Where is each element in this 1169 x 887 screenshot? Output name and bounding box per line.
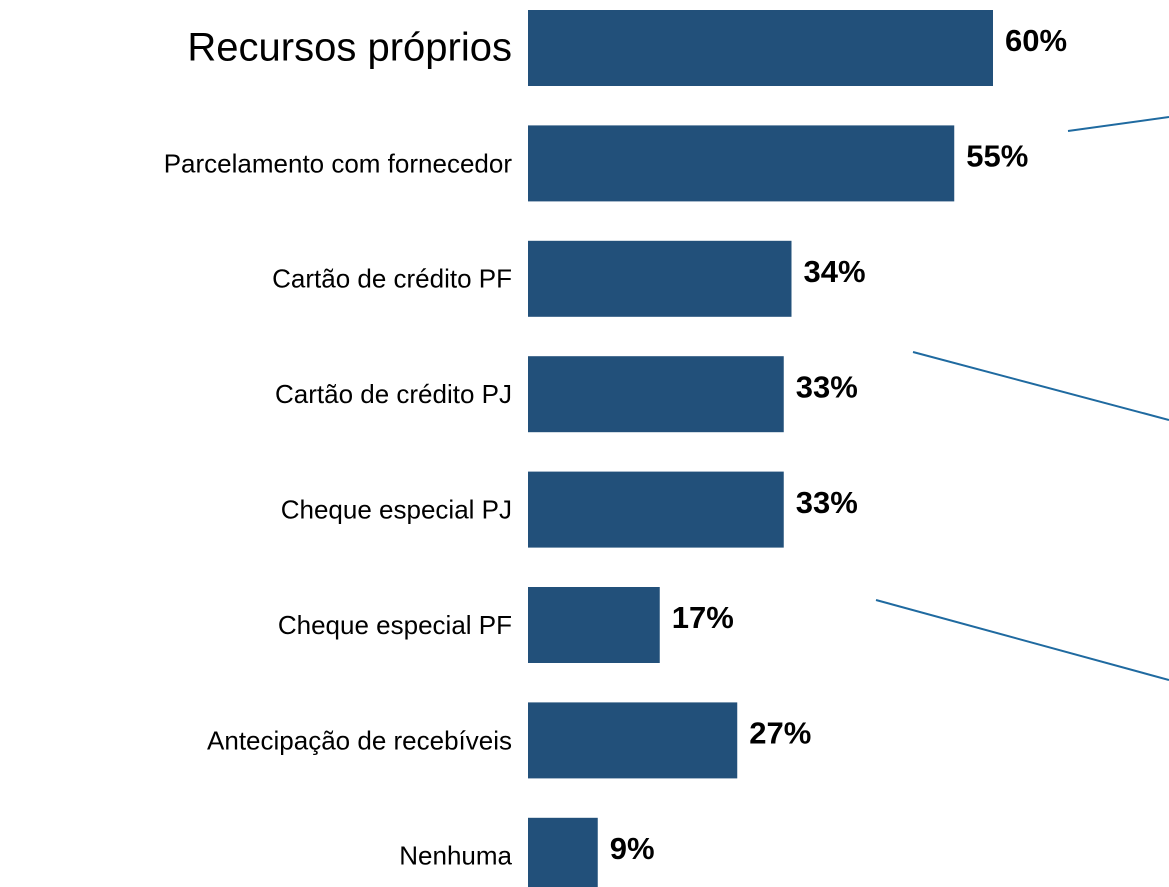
callout-line [1067, 116, 1169, 132]
callout-line [875, 599, 1169, 681]
value-label: 33% [796, 369, 858, 404]
bar [528, 817, 598, 887]
value-label: 55% [966, 139, 1028, 174]
bar [528, 587, 660, 663]
category-label: Parcelamento com fornecedor [164, 148, 513, 178]
bar [528, 356, 784, 433]
value-label: 9% [610, 831, 655, 866]
category-label: Recursos próprios [187, 26, 512, 70]
category-label: Cheque especial PF [278, 610, 512, 640]
callout-line [912, 351, 1169, 421]
value-label: 17% [672, 600, 734, 635]
category-label: Cartão de crédito PJ [275, 379, 512, 409]
bar [528, 471, 784, 548]
value-label: 34% [804, 254, 866, 289]
category-label: Cheque especial PJ [281, 494, 512, 524]
bar [528, 125, 955, 202]
bar [528, 240, 792, 317]
value-label: 33% [796, 485, 858, 520]
bar [528, 10, 993, 86]
category-label: Nenhuma [399, 841, 512, 871]
value-label: 27% [749, 716, 811, 751]
category-label: Cartão de crédito PF [272, 264, 512, 294]
category-label: Antecipação de recebíveis [207, 725, 512, 755]
value-label: 60% [1005, 23, 1067, 58]
bar [528, 702, 738, 779]
